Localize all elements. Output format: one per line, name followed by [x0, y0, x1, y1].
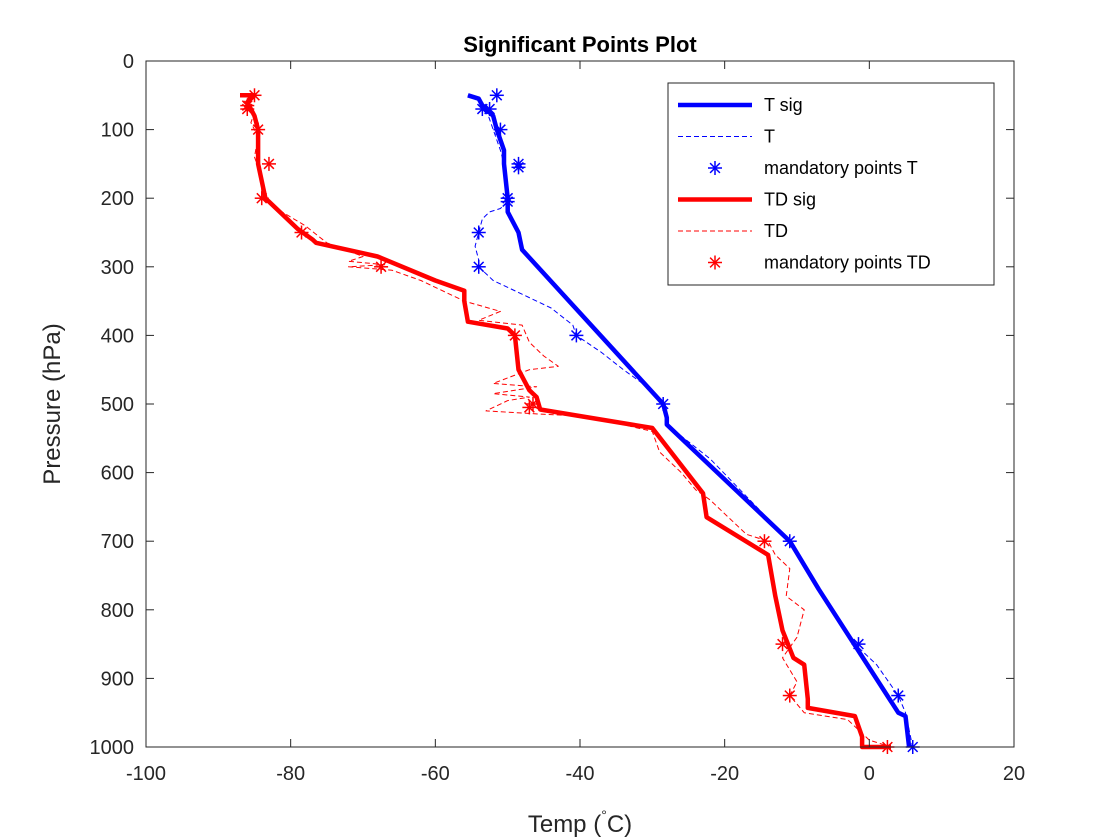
- y-tick-label: 300: [101, 257, 134, 279]
- chart-title: Significant Points Plot: [463, 32, 697, 57]
- marker-point: [254, 191, 269, 206]
- y-tick-label: 0: [123, 51, 134, 73]
- y-tick-label: 200: [101, 188, 134, 210]
- legend-box: [667, 82, 995, 286]
- y-tick-label: 700: [101, 531, 134, 553]
- marker-point: [757, 534, 772, 549]
- x-tick-label: -60: [421, 763, 450, 785]
- y-tick-label: 400: [101, 325, 134, 347]
- legend-label: TD sig: [764, 190, 816, 210]
- legend-item: T sig: [678, 95, 803, 115]
- marker-point: [482, 102, 497, 117]
- y-axis-label: Pressure (hPa): [39, 323, 66, 484]
- axis-ticks: -100 -80 -60 -40 -20 0 20010020030040050060070…: [90, 51, 1026, 785]
- x-tick-label: 20: [1003, 763, 1025, 785]
- series-mandatory-points-t: [471, 88, 920, 754]
- marker-point: [493, 122, 508, 137]
- legend-item: T: [678, 127, 775, 147]
- marker-point: [471, 225, 486, 240]
- marker-point: [891, 688, 906, 703]
- series-line-td: [243, 94, 892, 748]
- legend-label: T: [764, 127, 775, 147]
- marker-point: [851, 637, 866, 652]
- legend-marker: [708, 161, 722, 175]
- plot-frame: [145, 60, 1015, 748]
- marker-point: [569, 328, 584, 343]
- legend-item: TD sig: [678, 190, 816, 210]
- marker-point: [656, 397, 671, 411]
- legend-label: mandatory points T: [764, 158, 918, 178]
- legend-item: mandatory points T: [708, 158, 918, 178]
- legend-item: mandatory points TD: [708, 253, 931, 273]
- marker-point: [500, 194, 515, 209]
- y-tick-label: 900: [101, 668, 134, 690]
- marker-point: [374, 259, 389, 274]
- marker-point: [294, 225, 309, 240]
- marker-point: [511, 160, 526, 175]
- y-tick-label: 1000: [90, 737, 135, 759]
- x-tick-label: -40: [566, 763, 595, 785]
- marker-point: [240, 102, 255, 117]
- x-tick-label: 0: [864, 763, 875, 785]
- marker-point: [522, 400, 537, 415]
- y-tick-label: 100: [101, 120, 134, 142]
- y-tick-label: 500: [101, 394, 134, 416]
- marker-point: [507, 328, 522, 343]
- marker-point: [261, 156, 276, 171]
- series-mandatory-points-td: [240, 88, 895, 754]
- marker-point: [489, 88, 504, 103]
- x-tick-label: -100: [126, 763, 166, 785]
- x-axis-label-unit: C): [607, 811, 632, 838]
- x-axis-label: Temp (°C): [528, 807, 632, 838]
- legend-marker: [708, 255, 722, 270]
- legend-label: TD: [764, 221, 788, 241]
- marker-point: [782, 688, 797, 703]
- marker-point: [247, 88, 262, 103]
- series-line-t-sig: [467, 93, 912, 748]
- x-axis-label-main: Temp (: [528, 811, 601, 838]
- marker-point: [251, 122, 266, 137]
- x-axis-label-degree: °: [601, 807, 607, 823]
- series-line-t: [467, 94, 914, 748]
- legend-item: TD: [678, 221, 788, 241]
- legend-label: T sig: [764, 95, 803, 115]
- legend-label: mandatory points TD: [764, 253, 931, 273]
- y-tick-label: 600: [101, 463, 134, 485]
- marker-point: [782, 534, 797, 549]
- marker-point: [775, 637, 790, 652]
- x-tick-label: -80: [276, 763, 305, 785]
- marker-point: [471, 259, 486, 274]
- y-tick-label: 800: [101, 600, 134, 622]
- plot-area: [240, 88, 920, 754]
- x-tick-label: -20: [710, 763, 739, 785]
